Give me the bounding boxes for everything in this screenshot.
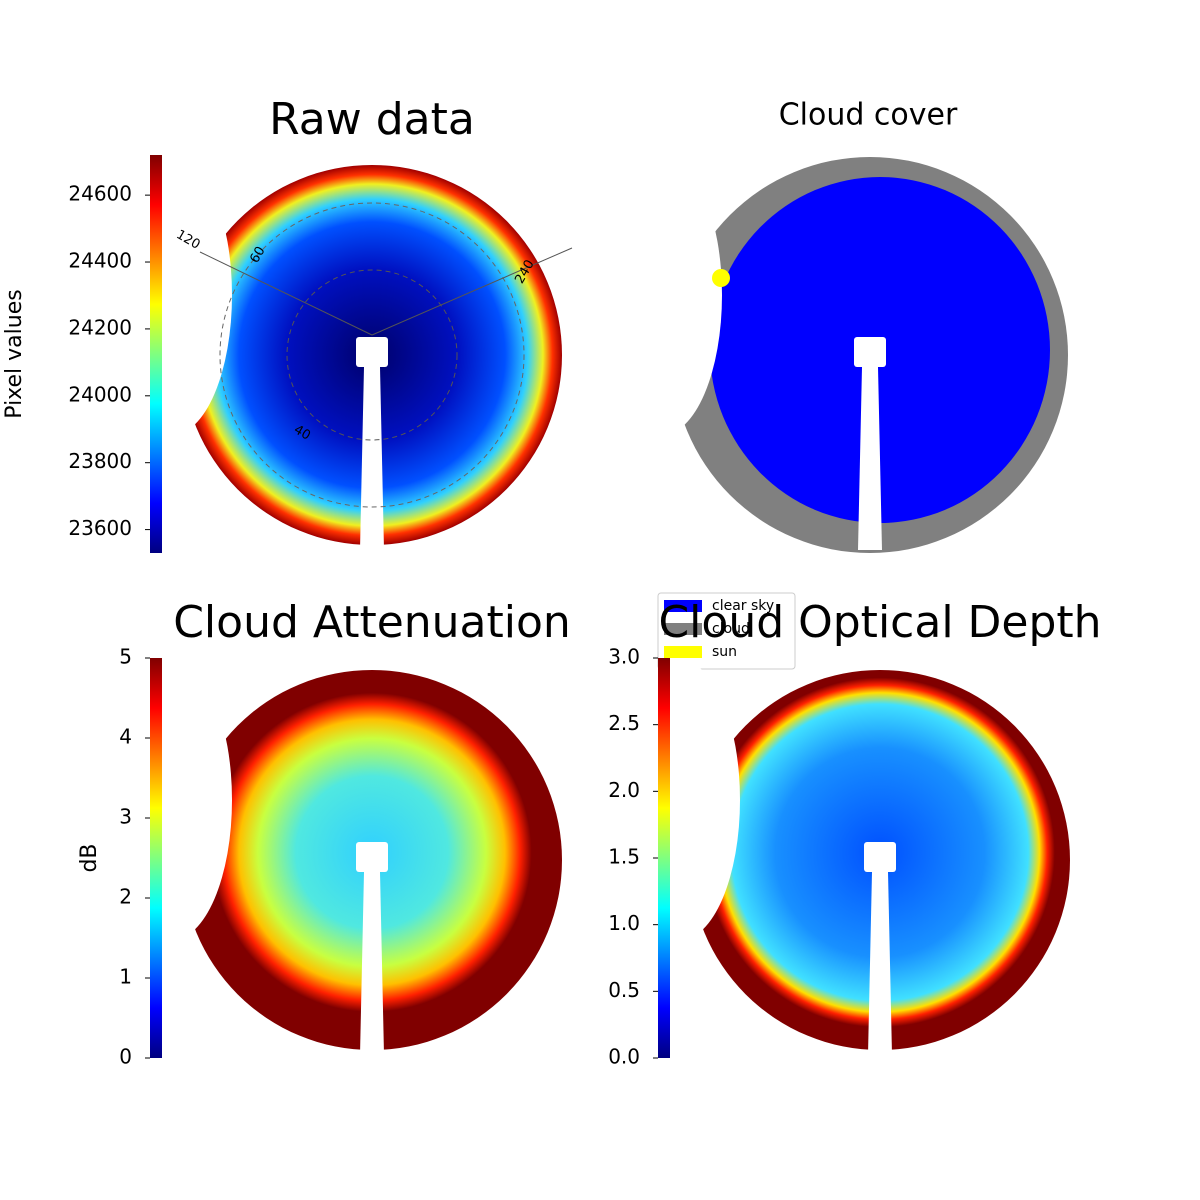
colorbar xyxy=(150,155,162,553)
polar-ring xyxy=(286,269,458,441)
camera-mount xyxy=(864,842,896,872)
colorbar-tick-label: 2 xyxy=(119,885,132,909)
polar-ray xyxy=(199,251,373,336)
panel-title: Cloud cover xyxy=(779,98,958,133)
image-mask xyxy=(112,155,232,435)
polar-label: 60 xyxy=(247,244,268,266)
colorbar-tick-label: 23600 xyxy=(68,516,132,540)
colorbar-tick-label: 5 xyxy=(119,645,132,669)
colorbar xyxy=(658,658,670,1058)
colorbar-tick-label: 1 xyxy=(119,965,132,989)
camera-arm xyxy=(868,872,892,1055)
colorbar-tick-label: 0 xyxy=(119,1045,132,1069)
colorbar-tick-label: 0.0 xyxy=(608,1045,640,1069)
legend-label: cloud xyxy=(712,621,750,637)
image-mask xyxy=(112,660,232,940)
colorbar-tick-label: 2.5 xyxy=(608,711,640,735)
colorbar-label: Pixel values xyxy=(2,289,27,418)
colorbar-tick-label: 0.5 xyxy=(608,978,640,1002)
panel-title: Cloud Attenuation xyxy=(173,597,571,648)
colorbar-tick-label: 23800 xyxy=(68,449,132,473)
camera-arm xyxy=(360,367,384,550)
camera-arm xyxy=(360,872,384,1055)
panel-title: Cloud Optical Depth xyxy=(658,597,1101,648)
polar-ring xyxy=(219,202,525,508)
camera-mount xyxy=(356,337,388,367)
colorbar-tick-label: 3.0 xyxy=(608,645,640,669)
legend-swatch xyxy=(664,623,702,635)
colorbar-tick-label: 24000 xyxy=(68,382,132,406)
colorbar-tick-label: 2.0 xyxy=(608,778,640,802)
legend-swatch xyxy=(664,600,702,612)
legend-label: sun xyxy=(712,644,737,660)
legend-swatch xyxy=(664,646,702,658)
colorbar-tick-label: 3 xyxy=(119,805,132,829)
polar-label: 40 xyxy=(291,422,313,443)
legend-label: clear sky xyxy=(712,598,774,614)
colorbar-tick-label: 24600 xyxy=(68,182,132,206)
colorbar-label: dB xyxy=(77,843,102,872)
colorbar-tick-label: 4 xyxy=(119,725,132,749)
colorbar xyxy=(150,658,162,1058)
camera-mount xyxy=(854,337,886,367)
colorbar-tick-label: 24400 xyxy=(68,249,132,273)
image-mask xyxy=(620,660,740,940)
camera-arm xyxy=(858,367,882,550)
colorbar-tick-label: 1.0 xyxy=(608,911,640,935)
colorbar-tick-label: 1.5 xyxy=(608,845,640,869)
image-mask xyxy=(602,155,722,435)
colorbar-tick-label: 24200 xyxy=(68,315,132,339)
camera-mount xyxy=(356,842,388,872)
polar-ray xyxy=(371,247,573,336)
sun-marker xyxy=(712,269,730,287)
panel-title: Raw data xyxy=(269,94,475,145)
